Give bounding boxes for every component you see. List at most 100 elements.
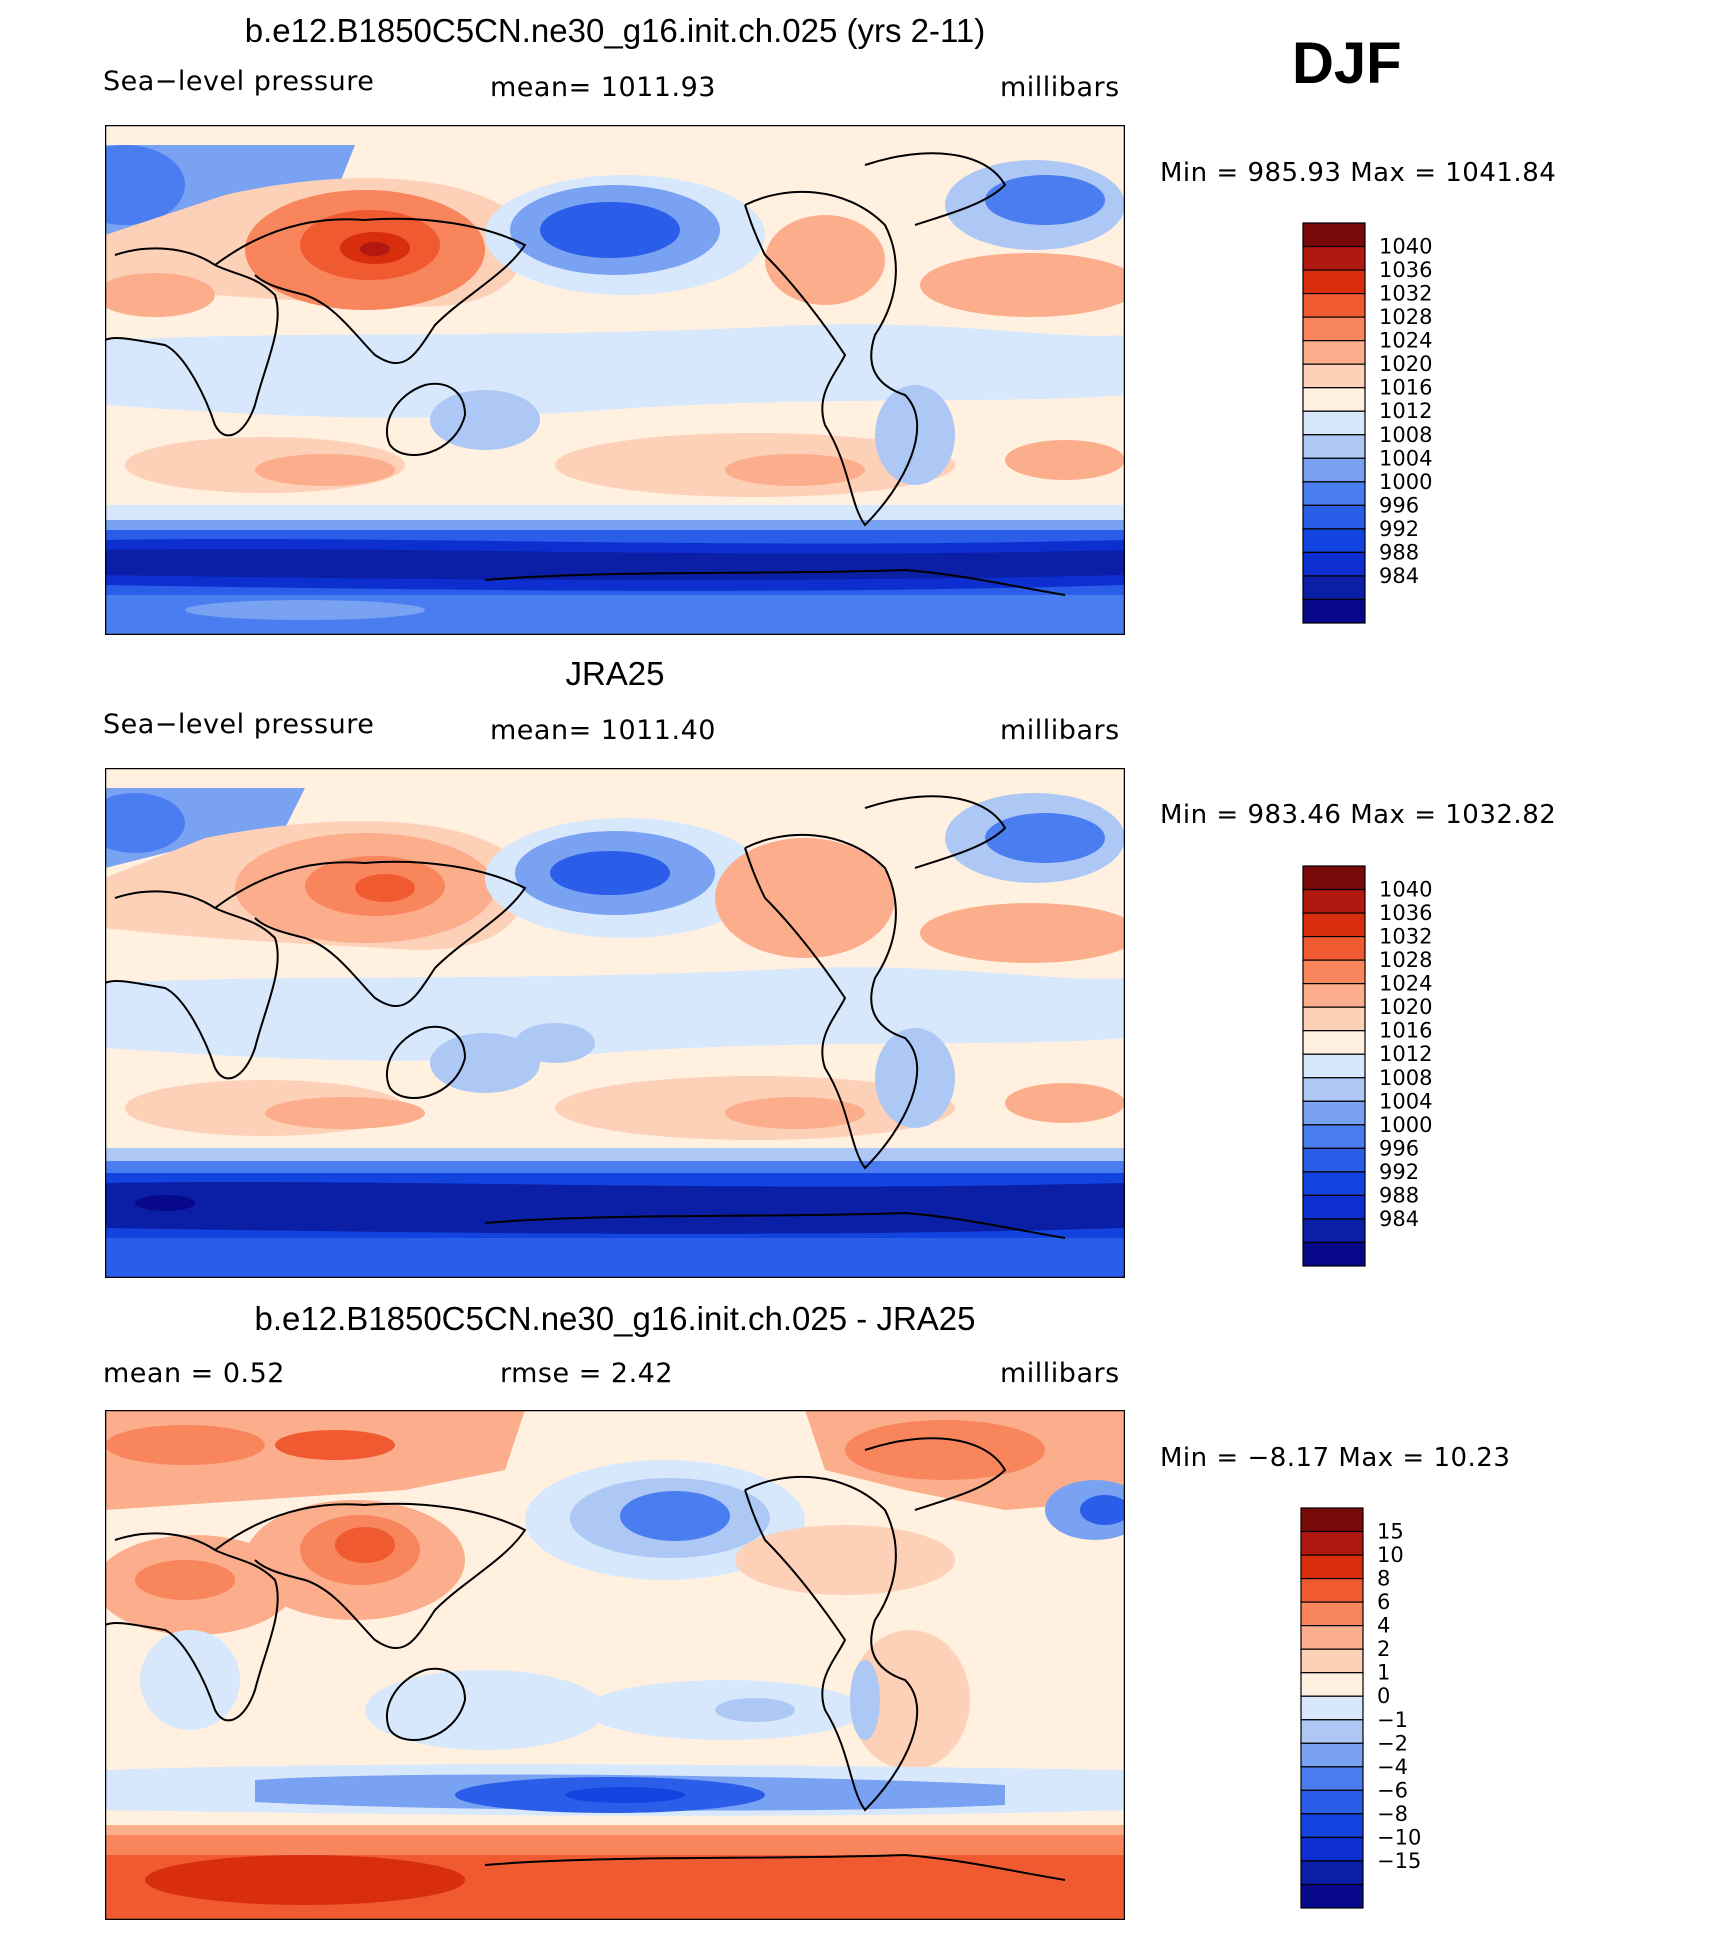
- panel-2-variable: Sea−level pressure: [103, 709, 375, 740]
- s-america-low: [875, 1028, 955, 1128]
- diff-s-belt-core: [565, 1787, 685, 1803]
- legend-swatch: [1300, 1601, 1364, 1627]
- legend-swatch: [1302, 1053, 1366, 1079]
- legend-tick-label: 1000: [1379, 470, 1432, 494]
- panel-3-map-svg: [105, 1410, 1125, 1920]
- antarctic-high-patch: [185, 600, 425, 620]
- legend-swatch: [1302, 983, 1366, 1008]
- map-frame: [105, 1410, 1125, 1920]
- legend-swatch: [1302, 481, 1366, 506]
- legend-swatch: [1302, 1171, 1366, 1197]
- diff-asia-high-core: [335, 1527, 395, 1563]
- legend-swatch: [1300, 1530, 1364, 1556]
- legend-tick-label: 1012: [1379, 399, 1432, 423]
- legend-swatch: [1302, 245, 1366, 271]
- tropical-low-band: [105, 967, 1125, 1061]
- southern-belt-5: [105, 548, 1125, 580]
- coastlines: [105, 795, 1066, 1239]
- australia-low: [430, 1033, 540, 1093]
- panel-1-variable: Sea−level pressure: [103, 66, 375, 97]
- legend-tick-label: 992: [1379, 517, 1419, 541]
- legend-swatch: [1302, 434, 1366, 459]
- legend-tick-label: 0: [1377, 1684, 1390, 1708]
- map-frame: [105, 768, 1125, 1278]
- icelandic-low-east-inner: [985, 813, 1105, 863]
- legend-tick-label: 1032: [1379, 282, 1432, 306]
- panel-2-legend: 1040 1036 1032 1028 1024 1020 1016 1012 1008 1004…: [1300, 863, 1480, 1273]
- panel-3-minmax: Min = −8.17 Max = 10.23: [1160, 1443, 1511, 1473]
- legend-tick-label: 1024: [1379, 972, 1432, 996]
- panel-1-title: b.e12.B1850C5CN.ne30_g16.init.ch.025 (yr…: [244, 12, 986, 49]
- legend-tick-label: −8: [1377, 1802, 1408, 1826]
- legend-swatch: [1300, 1577, 1364, 1603]
- coastlines: [105, 1437, 1066, 1881]
- s-high-pacific-core: [725, 1097, 865, 1129]
- diff-na-high: [735, 1525, 955, 1595]
- legend-tick-label: 988: [1379, 1183, 1419, 1207]
- legend-swatch: [1300, 1507, 1364, 1533]
- legend-tick-label: 1008: [1379, 423, 1432, 447]
- s-high-pacific-core: [725, 454, 865, 486]
- legend-tick-label: 8: [1377, 1567, 1390, 1591]
- azores-high: [920, 253, 1125, 317]
- panel-3-mean: mean = 0.52: [103, 1358, 285, 1389]
- azores-high-west: [105, 273, 215, 317]
- panel-3-legend: 15 10 8 6 4 2 1 0 −1 −2 −4 −6 −8 −10 −15: [1298, 1505, 1478, 1915]
- legend-swatch: [1302, 222, 1366, 248]
- panel-1-minmax: Min = 985.93 Max = 1041.84: [1160, 158, 1557, 188]
- legend-swatch: [1302, 935, 1366, 961]
- legend-tick-label: 1040: [1379, 235, 1432, 259]
- legend-swatch: [1302, 1006, 1366, 1032]
- legend-swatch: [1302, 1218, 1366, 1244]
- legend-tick-label: 984: [1379, 564, 1419, 588]
- panel-1-mean: mean= 1011.93: [490, 72, 716, 103]
- legend-tick-label: 4: [1377, 1614, 1390, 1638]
- panel-2-units: millibars: [1000, 715, 1120, 746]
- legend-swatch: [1302, 575, 1366, 601]
- panel-2-mean: mean= 1011.40: [490, 715, 716, 746]
- legend-tick-label: 2: [1377, 1637, 1390, 1661]
- icelandic-low-east-inner: [985, 175, 1105, 225]
- aleutian-low-inner: [540, 202, 680, 258]
- southern-belt-4: [105, 1181, 1125, 1234]
- legend-swatch: [1300, 1789, 1364, 1815]
- legend-swatch: [1300, 1766, 1364, 1791]
- panel-3-rmse: rmse = 2.42: [500, 1358, 674, 1389]
- legend-tick-label: 1: [1377, 1661, 1390, 1685]
- legend-tick-label: −15: [1377, 1849, 1421, 1873]
- legend-tick-label: 1032: [1379, 925, 1432, 949]
- legend-swatch: [1300, 1860, 1364, 1886]
- diff-africa-low: [140, 1630, 240, 1730]
- legend-swatch: [1302, 1194, 1366, 1220]
- siberian-high-peak: [360, 242, 390, 256]
- legend-tick-label: −6: [1377, 1778, 1408, 1802]
- legend-tick-label: 992: [1379, 1160, 1419, 1184]
- legend-swatch: [1300, 1695, 1364, 1721]
- azores-high: [920, 903, 1125, 963]
- legend-swatch: [1300, 1648, 1364, 1674]
- s-america-low: [875, 385, 955, 485]
- panel-2-title: JRA25: [565, 655, 665, 692]
- legend-tick-label: 1016: [1379, 376, 1432, 400]
- diff-siberia-core: [275, 1430, 395, 1460]
- panel-1-map-svg: [105, 125, 1125, 635]
- legend-tick-label: 996: [1379, 1136, 1419, 1160]
- legend-tick-label: 1004: [1379, 446, 1432, 470]
- legend-swatch: [1302, 1241, 1366, 1267]
- legend-tick-label: 1028: [1379, 305, 1432, 329]
- panel-3-units: millibars: [1000, 1358, 1120, 1389]
- diff-trop-pacific-core: [715, 1698, 795, 1722]
- na-high: [765, 215, 885, 305]
- legend-swatch: [1302, 959, 1366, 985]
- legend-swatch: [1302, 269, 1366, 295]
- legend-tick-label: 1036: [1379, 258, 1432, 282]
- legend-swatch: [1302, 1077, 1366, 1102]
- legend-tick-label: 1040: [1379, 878, 1432, 902]
- southern-deep-low: [135, 1195, 195, 1211]
- legend-tick-label: 1012: [1379, 1042, 1432, 1066]
- panel-3-map: [105, 1410, 1125, 1920]
- legend-swatch: [1302, 387, 1366, 412]
- aleutian-low-inner: [550, 851, 670, 895]
- legend-swatch: [1300, 1554, 1364, 1580]
- coastlines: [105, 152, 1066, 596]
